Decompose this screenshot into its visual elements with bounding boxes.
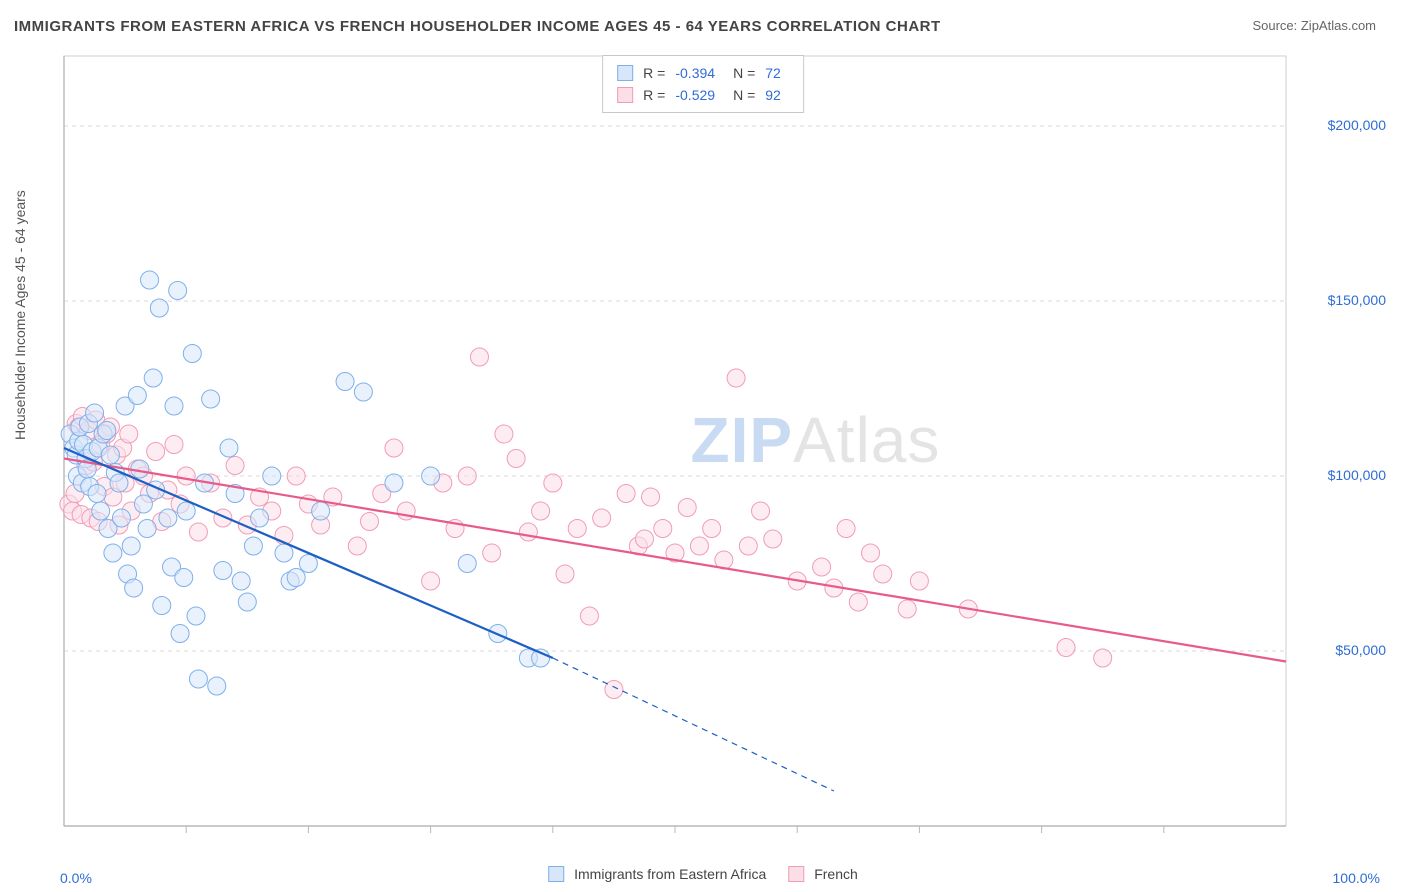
swatch-series2 (617, 87, 633, 103)
swatch-series2 (788, 866, 804, 882)
y-tick-label: $200,000 (1328, 117, 1386, 133)
legend-label-series1: Immigrants from Eastern Africa (574, 866, 766, 882)
stat-label-n: N = (733, 62, 755, 84)
source-attribution: Source: ZipAtlas.com (1252, 18, 1376, 33)
correlation-stats-box: R = -0.394 N = 72 R = -0.529 N = 92 (602, 55, 804, 113)
stat-label-r: R = (643, 62, 665, 84)
legend-item-series1: Immigrants from Eastern Africa (548, 866, 766, 882)
x-tick-max: 100.0% (1333, 870, 1380, 886)
chart-title: IMMIGRANTS FROM EASTERN AFRICA VS FRENCH… (14, 18, 941, 35)
stats-row-series1: R = -0.394 N = 72 (617, 62, 789, 84)
chart-area (56, 48, 1386, 848)
series-legend: Immigrants from Eastern Africa French (548, 866, 858, 882)
swatch-series1 (617, 65, 633, 81)
swatch-series1 (548, 866, 564, 882)
stat-r-series2: -0.529 (675, 84, 715, 106)
stats-row-series2: R = -0.529 N = 92 (617, 84, 789, 106)
y-tick-label: $150,000 (1328, 292, 1386, 308)
x-tick-min: 0.0% (60, 870, 92, 886)
stat-label-r: R = (643, 84, 665, 106)
y-tick-label: $100,000 (1328, 467, 1386, 483)
stat-label-n: N = (733, 84, 755, 106)
legend-label-series2: French (814, 866, 858, 882)
scatter-chart-svg (56, 48, 1386, 848)
y-tick-label: $50,000 (1335, 642, 1386, 658)
stat-r-series1: -0.394 (675, 62, 715, 84)
stat-n-series2: 92 (765, 84, 781, 106)
legend-item-series2: French (788, 866, 857, 882)
y-axis-label: Householder Income Ages 45 - 64 years (12, 190, 28, 440)
stat-n-series1: 72 (765, 62, 781, 84)
